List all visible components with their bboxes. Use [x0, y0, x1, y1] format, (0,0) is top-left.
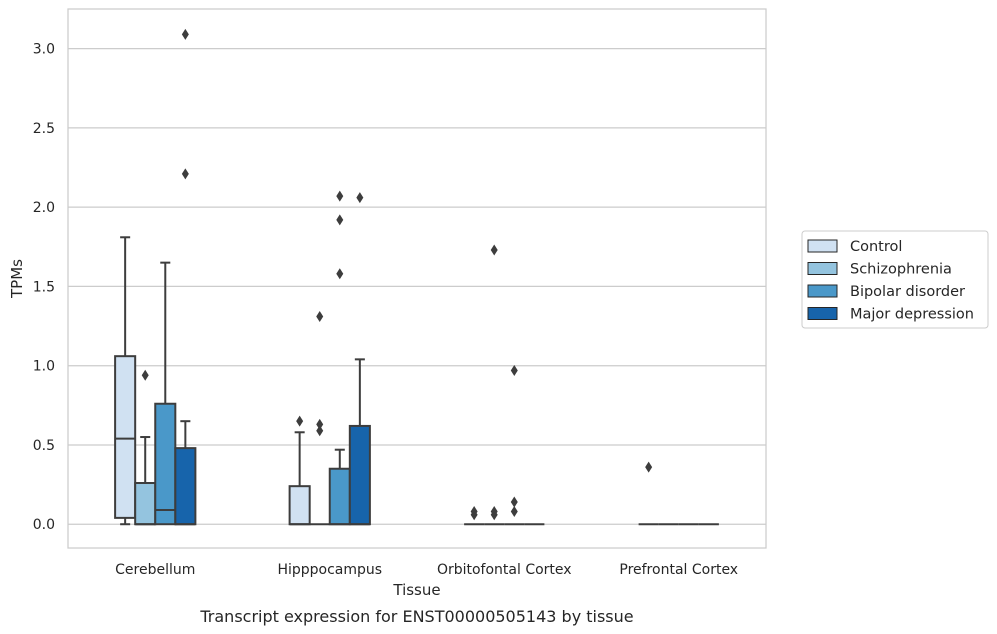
- outlier-point: [316, 418, 324, 430]
- outlier-point: [645, 461, 653, 473]
- box-0-1: [288, 415, 311, 526]
- y-tick-label: 1.0: [33, 359, 55, 375]
- legend-swatch: [807, 262, 838, 275]
- outlier-point: [336, 214, 344, 226]
- box-body: [328, 467, 351, 526]
- outlier-point: [316, 311, 324, 323]
- box-body: [174, 447, 197, 526]
- box-body: [348, 424, 371, 526]
- legend-label: Major depression: [850, 307, 974, 323]
- x-tick-label: Orbitofontal Cortex: [437, 562, 572, 578]
- outlier-point: [510, 506, 518, 518]
- plot-frame: [67, 8, 767, 549]
- box-2-0: [154, 261, 177, 526]
- boxes: [114, 28, 719, 526]
- y-tick-label: 3.0: [33, 42, 55, 58]
- outlier-point: [336, 268, 344, 280]
- x-tick-labels: Cerebellum Hipppocampus Orbitofontal Corte…: [115, 562, 738, 578]
- outlier-point: [316, 425, 324, 437]
- box-body: [288, 485, 311, 526]
- legend-label: Schizophrenia: [850, 262, 952, 278]
- legend-frame: [801, 230, 989, 329]
- y-tick-label: 2.5: [33, 121, 55, 137]
- box-2-1: [328, 190, 351, 526]
- outlier-point: [490, 244, 498, 256]
- box-body: [134, 482, 157, 526]
- outlier-point: [510, 364, 518, 376]
- outlier-point: [510, 496, 518, 508]
- box-2-2: [504, 364, 525, 526]
- box-body: [154, 402, 177, 526]
- outlier-point: [336, 190, 344, 202]
- outlier-point: [490, 506, 498, 518]
- box-0-3: [638, 461, 659, 526]
- outlier-point: [296, 415, 304, 427]
- outlier-point: [470, 506, 478, 518]
- box-0-0: [114, 236, 137, 526]
- box-1-2: [484, 244, 505, 526]
- x-tick-label: Prefrontal Cortex: [619, 562, 738, 578]
- box-1-1: [309, 311, 330, 526]
- y-tick-label: 0.5: [33, 438, 55, 454]
- y-tick-label: 1.5: [33, 279, 55, 295]
- legend-swatch: [807, 284, 838, 298]
- legend-label: Control: [850, 239, 902, 255]
- outlier-point: [356, 192, 364, 204]
- legend-swatch: [807, 239, 838, 253]
- x-axis-label: Tissue: [392, 581, 440, 599]
- outlier-point: [181, 168, 189, 180]
- y-tick-label: 2.0: [33, 200, 55, 216]
- x-tick-label: Cerebellum: [115, 562, 195, 578]
- gridlines: [68, 48, 766, 525]
- y-axis-label: TPMs: [8, 259, 26, 299]
- outlier-point: [141, 369, 149, 381]
- legend-swatch: [807, 307, 838, 320]
- box-1-0: [134, 369, 157, 526]
- chart-caption: Transcript expression for ENST0000050514…: [199, 607, 633, 626]
- box-3-1: [348, 192, 371, 526]
- y-tick-label: 0.0: [33, 517, 55, 533]
- box-3-0: [174, 28, 197, 526]
- outlier-point: [181, 28, 189, 40]
- legend: Control Schizophrenia Bipolar disorder Majo…: [801, 230, 989, 329]
- x-tick-label: Hipppocampus: [277, 562, 382, 578]
- box-0-2: [464, 506, 485, 526]
- box-body: [114, 355, 137, 519]
- legend-label: Bipolar disorder: [850, 284, 965, 300]
- y-tick-labels: 0.0 0.5 1.0 1.5 2.0 2.5 3.0: [33, 42, 55, 534]
